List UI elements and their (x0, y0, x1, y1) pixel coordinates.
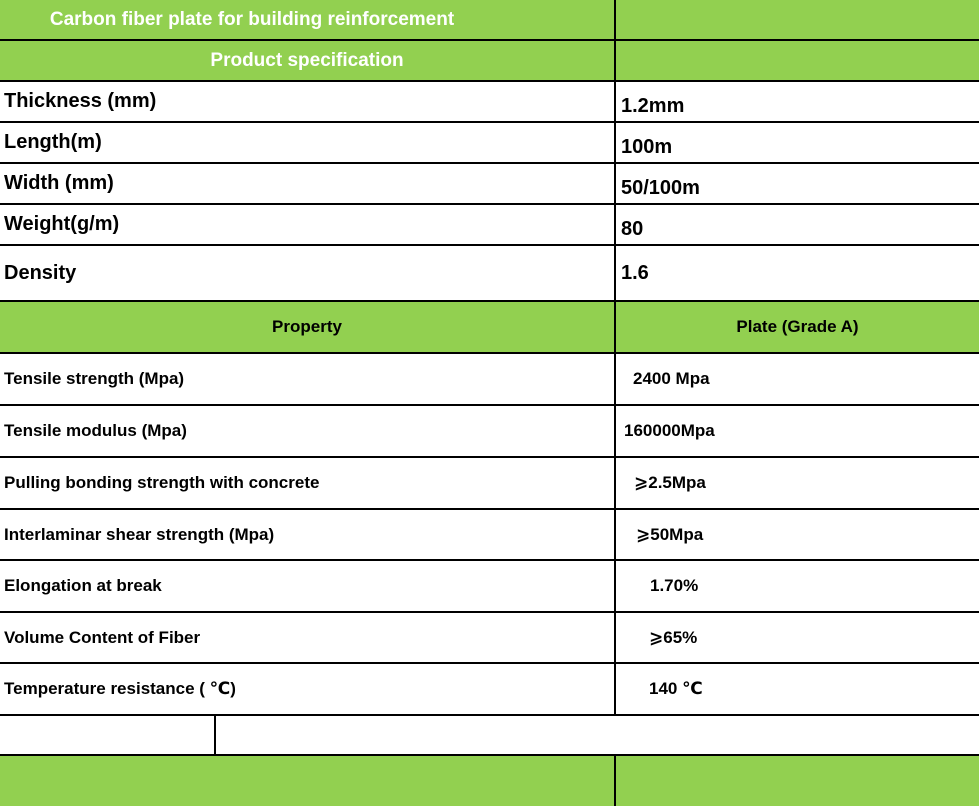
spec-label: Density (4, 261, 77, 284)
property-header-row: Property Plate (Grade A) (0, 302, 979, 354)
column-header-property: Property (272, 317, 342, 336)
property-row: Tensile modulus (Mpa) 160000Mpa (0, 406, 979, 458)
spec-row: Thickness (mm) 1.2mm (0, 82, 979, 123)
subtitle-row-empty-cell (614, 41, 979, 80)
property-row: Tensile strength (Mpa) 2400 Mpa (0, 354, 979, 406)
property-value: 140 ℃ (614, 664, 979, 714)
spec-label: Length(m) (4, 131, 102, 153)
spec-row: Width (mm) 50/100m (0, 164, 979, 205)
blank-cell (0, 716, 214, 754)
sheet-title: Carbon fiber plate for building reinforc… (49, 8, 455, 30)
property-value: ⩾50Mpa (614, 510, 979, 559)
spec-row: Length(m) 100m (0, 123, 979, 164)
spec-value: 50/100m (614, 164, 979, 203)
property-value: 2400 Mpa (614, 354, 979, 404)
property-value: ⩾2.5Mpa (614, 458, 979, 508)
footer-row (0, 756, 979, 806)
subtitle-row: Product specification (0, 41, 979, 82)
spec-value: 1.6 (614, 246, 979, 300)
footer-empty-cell (614, 756, 979, 806)
title-row-empty-cell (614, 0, 979, 39)
property-name: Elongation at break (4, 576, 162, 595)
spec-value: 1.2mm (614, 82, 979, 121)
spec-label: Weight(g/m) (4, 213, 120, 235)
blank-row (0, 716, 979, 756)
footer-empty-cell (0, 756, 614, 806)
property-name: Tensile modulus (Mpa) (4, 421, 187, 440)
sheet-subtitle: Product specification (210, 49, 404, 71)
spec-row: Weight(g/m) 80 (0, 205, 979, 246)
property-value: 160000Mpa (614, 406, 979, 456)
property-name: Interlaminar shear strength (Mpa) (4, 524, 275, 544)
property-row: Interlaminar shear strength (Mpa) ⩾50Mpa (0, 510, 979, 561)
spec-value: 100m (614, 123, 979, 162)
property-name: Temperature resistance ( ℃) (4, 679, 236, 698)
property-name: Pulling bonding strength with concrete (4, 473, 320, 492)
property-row: Temperature resistance ( ℃) 140 ℃ (0, 664, 979, 716)
spec-label: Thickness (mm) (4, 90, 157, 112)
column-header-plate: Plate (Grade A) (614, 302, 979, 352)
property-value: ⩾65% (614, 613, 979, 662)
property-name: Tensile strength (Mpa) (4, 369, 185, 388)
property-value: 1.70% (614, 561, 979, 611)
spec-row: Density 1.6 (0, 246, 979, 302)
property-name: Volume Content of Fiber (4, 627, 201, 647)
title-row: Carbon fiber plate for building reinforc… (0, 0, 979, 41)
property-row: Pulling bonding strength with concrete ⩾… (0, 458, 979, 510)
blank-cell (214, 716, 979, 754)
spec-label: Width (mm) (4, 172, 114, 194)
spec-value: 80 (614, 205, 979, 244)
property-row: Volume Content of Fiber ⩾65% (0, 613, 979, 664)
property-row: Elongation at break 1.70% (0, 561, 979, 613)
